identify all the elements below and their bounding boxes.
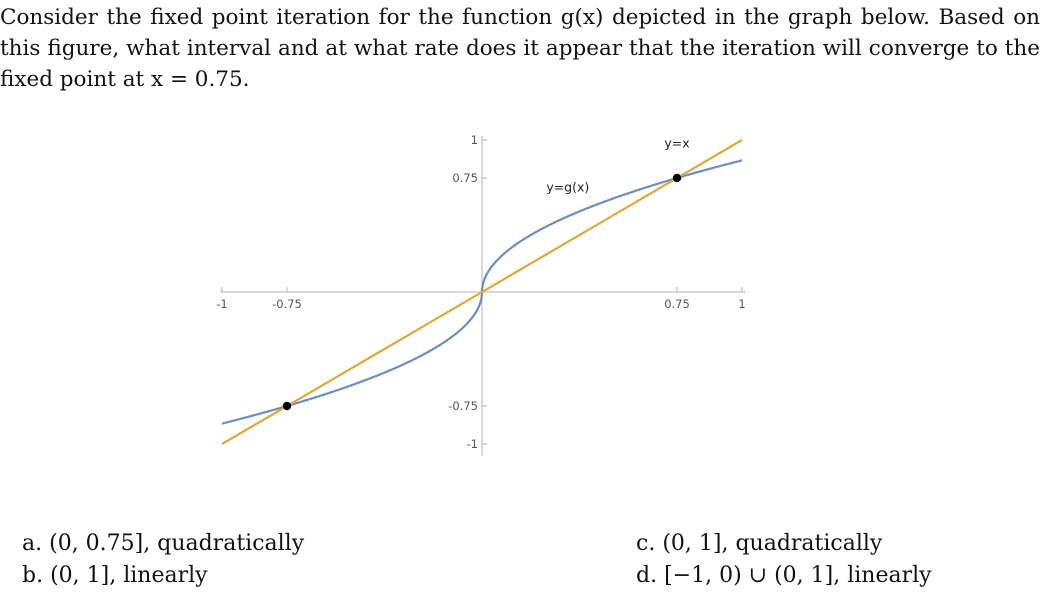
choice-a-text: (0, 0.75], quadratically <box>49 531 305 556</box>
fixed-point-marker <box>282 401 292 411</box>
fixed-point-marker <box>672 173 682 183</box>
choice-a[interactable]: a. (0, 0.75], quadratically <box>22 531 304 556</box>
fixed-point-markers <box>282 173 682 411</box>
choice-d-text: [−1, 0) ∪ (0, 1], linearly <box>664 563 932 588</box>
choice-d-letter: d. <box>636 563 658 588</box>
choice-c-text: (0, 1], quadratically <box>662 531 883 556</box>
choice-b[interactable]: b. (0, 1], linearly <box>22 563 208 588</box>
x-tick-label: -1 <box>216 297 227 311</box>
x-tick-label: 1 <box>738 297 745 311</box>
choice-c[interactable]: c. (0, 1], quadratically <box>636 531 882 556</box>
x-tick-label: -0.75 <box>272 297 302 311</box>
choice-c-letter: c. <box>636 531 656 556</box>
question-text: Consider the fixed point iteration for t… <box>0 5 1040 92</box>
identity-line <box>221 139 743 445</box>
choice-d[interactable]: d. [−1, 0) ∪ (0, 1], linearly <box>636 563 932 588</box>
plot-curves <box>221 139 743 445</box>
y-tick-label: 0.75 <box>452 171 478 185</box>
choice-b-text: (0, 1], linearly <box>50 563 208 588</box>
plot-ticks: -1 -0.75 0.75 1 1 0.75 -0.75 -1 <box>216 133 745 451</box>
x-tick-label: 0.75 <box>664 297 690 311</box>
curve-labels: y=g(x) y=x <box>546 136 689 195</box>
identity-line-label: y=x <box>664 136 689 151</box>
y-tick-label: -1 <box>467 437 478 451</box>
choice-a-letter: a. <box>22 531 43 556</box>
choice-b-letter: b. <box>22 563 44 588</box>
y-tick-label: 1 <box>471 133 478 147</box>
g-curve-label: y=g(x) <box>546 180 589 195</box>
y-tick-label: -0.75 <box>448 399 478 413</box>
